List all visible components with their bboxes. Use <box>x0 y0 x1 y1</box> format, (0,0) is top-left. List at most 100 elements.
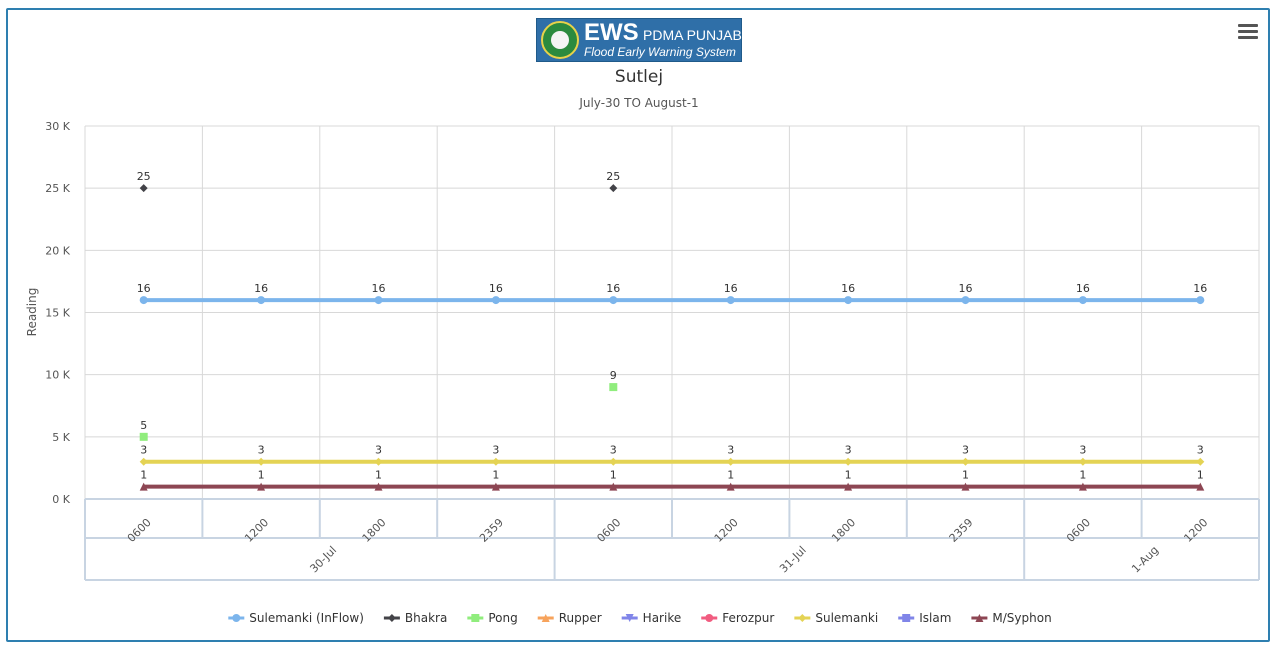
data-label-sulemanki: 3 <box>610 444 617 457</box>
legend-label: Pong <box>488 611 517 625</box>
data-point-sulemanki-inflow <box>491 296 500 305</box>
y-tick-label: 25 K <box>45 182 70 195</box>
data-point-sulemanki-inflow <box>374 296 383 305</box>
data-point-sulemanki-inflow <box>139 296 148 305</box>
data-label-sulemanki: 3 <box>727 444 734 457</box>
data-label-m-syphon: 1 <box>140 469 147 482</box>
data-point-sulemanki <box>844 457 853 466</box>
data-point-m-syphon <box>139 482 148 491</box>
legend-symbol <box>798 614 807 622</box>
legend-item-sulemanki-inflow[interactable]: Sulemanki (InFlow) <box>228 611 364 625</box>
data-label-sulemanki-inflow: 16 <box>1076 282 1090 295</box>
legend-label: Bhakra <box>405 611 447 625</box>
chart-legend: Sulemanki (InFlow) Bhakra Pong Rupper Harike… <box>228 611 1052 625</box>
data-label-sulemanki-inflow: 16 <box>254 282 268 295</box>
data-point-sulemanki-inflow <box>961 296 970 305</box>
legend-symbol <box>975 614 984 622</box>
legend-item-ferozpur[interactable]: Ferozpur <box>701 611 774 625</box>
data-label-sulemanki-inflow: 16 <box>372 282 386 295</box>
data-point-sulemanki <box>491 457 500 466</box>
data-label-m-syphon: 1 <box>727 469 734 482</box>
data-label-pong: 5 <box>140 419 147 432</box>
legend-symbol <box>705 614 714 622</box>
logo-tagline: Flood Early Warning System <box>584 45 736 59</box>
legend-symbol <box>387 614 396 622</box>
hamburger-menu-icon[interactable] <box>1238 24 1258 42</box>
data-point-pong <box>139 432 148 441</box>
y-tick-label: 15 K <box>45 307 70 320</box>
chart-subtitle: July-30 TO August-1 <box>578 96 698 110</box>
data-label-sulemanki: 3 <box>845 444 852 457</box>
y-tick-label: 30 K <box>45 120 70 133</box>
data-label-sulemanki: 3 <box>375 444 382 457</box>
data-point-sulemanki-inflow <box>609 296 618 305</box>
data-point-m-syphon <box>1078 482 1087 491</box>
data-label-sulemanki: 3 <box>140 444 147 457</box>
data-point-m-syphon <box>491 482 500 491</box>
legend-item-sulemanki[interactable]: Sulemanki <box>794 611 878 625</box>
x-tick-label: 0600 <box>125 516 154 545</box>
data-label-sulemanki: 3 <box>492 444 499 457</box>
data-label-sulemanki-inflow: 16 <box>137 282 151 295</box>
legend-item-rupper[interactable]: Rupper <box>537 611 602 625</box>
legend-item-bhakra[interactable]: Bhakra <box>383 611 447 625</box>
data-label-sulemanki-inflow: 16 <box>606 282 620 295</box>
legend-symbol <box>471 614 480 622</box>
ews-logo: EWS PDMA PUNJAB Flood Early Warning Syst… <box>536 18 742 62</box>
data-point-m-syphon <box>1196 482 1205 491</box>
data-label-m-syphon: 1 <box>1197 469 1204 482</box>
data-label-bhakra: 25 <box>137 170 151 183</box>
x-group-label: 31-Jul <box>777 544 809 576</box>
data-point-sulemanki-inflow <box>1078 296 1087 305</box>
data-label-sulemanki-inflow: 16 <box>1193 282 1207 295</box>
data-point-m-syphon <box>961 482 970 491</box>
data-label-m-syphon: 1 <box>610 469 617 482</box>
data-label-sulemanki-inflow: 16 <box>841 282 855 295</box>
x-tick-label: 1200 <box>1181 516 1210 545</box>
data-label-bhakra: 25 <box>606 170 620 183</box>
logo-brand: EWS <box>584 19 639 46</box>
data-label-m-syphon: 1 <box>492 469 499 482</box>
legend-label: Islam <box>919 611 951 625</box>
legend-symbol <box>625 614 634 622</box>
data-point-pong <box>609 383 618 392</box>
data-point-sulemanki <box>374 457 383 466</box>
data-label-sulemanki: 3 <box>1197 444 1204 457</box>
y-axis-labels: 0 K 5 K 10 K 15 K 20 K 25 K 30 K <box>45 120 70 506</box>
legend-item-pong[interactable]: Pong <box>467 611 518 625</box>
x-tick-label: 1200 <box>712 516 741 545</box>
data-point-m-syphon <box>609 482 618 491</box>
y-tick-label: 20 K <box>45 244 70 257</box>
data-label-sulemanki-inflow: 16 <box>489 282 503 295</box>
y-tick-label: 10 K <box>45 369 70 382</box>
legend-label: Sulemanki <box>815 611 878 625</box>
data-point-sulemanki <box>961 457 970 466</box>
data-label-sulemanki-inflow: 16 <box>724 282 738 295</box>
legend-label: M/Syphon <box>992 611 1051 625</box>
x-tick-label: 2359 <box>477 516 506 545</box>
data-point-sulemanki-inflow <box>844 296 853 305</box>
data-label-m-syphon: 1 <box>962 469 969 482</box>
x-tick-label: 2359 <box>947 516 976 545</box>
data-label-sulemanki: 3 <box>1079 444 1086 457</box>
data-label-sulemanki: 3 <box>258 444 265 457</box>
data-point-sulemanki <box>1196 457 1205 466</box>
x-tick-label: 1800 <box>829 516 858 545</box>
data-point-sulemanki <box>609 457 618 466</box>
legend-item-m-syphon[interactable]: M/Syphon <box>971 611 1052 625</box>
data-point-sulemanki <box>139 457 148 466</box>
x-tick-label: 1800 <box>360 516 389 545</box>
legend-label: Sulemanki (InFlow) <box>249 611 364 625</box>
legend-item-harike[interactable]: Harike <box>621 611 682 625</box>
data-point-m-syphon <box>726 482 735 491</box>
data-label-m-syphon: 1 <box>845 469 852 482</box>
series-markers <box>139 184 1205 491</box>
legend-item-islam[interactable]: Islam <box>898 611 951 625</box>
x-group-label: 1-Aug <box>1129 544 1161 576</box>
data-label-m-syphon: 1 <box>258 469 265 482</box>
x-tick-label: 0600 <box>594 516 623 545</box>
series-lines <box>143 298 1201 489</box>
chart-container <box>6 8 1270 642</box>
y-tick-label: 5 K <box>52 431 70 444</box>
